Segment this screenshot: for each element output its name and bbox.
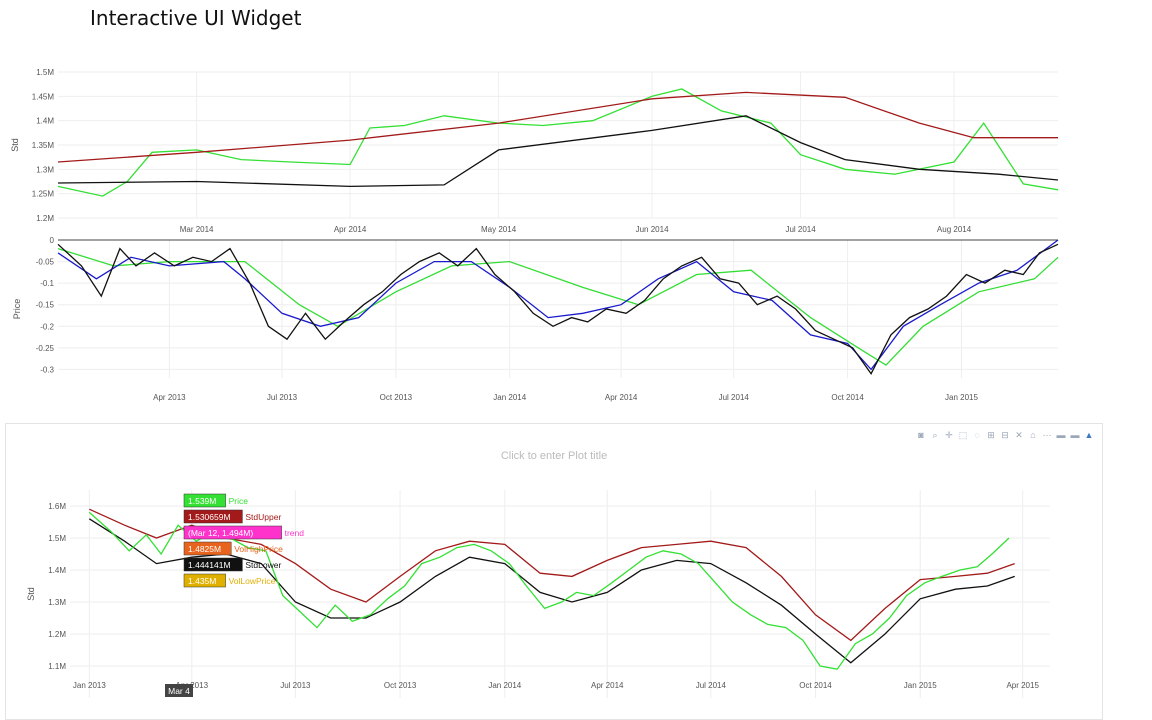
- lasso-icon[interactable]: ◌: [974, 430, 980, 440]
- zoom-icon[interactable]: ⌕: [932, 430, 938, 440]
- x-tick-label: Jul 2014: [719, 393, 750, 402]
- x-tick-label: May 2014: [481, 225, 517, 234]
- x-tick-label: Oct 2014: [831, 393, 864, 402]
- series-line-std_lower[interactable]: [57, 243, 1059, 375]
- y-tick-label: -0.15: [36, 301, 55, 310]
- y-tick-label: -0.3: [40, 365, 54, 374]
- y-axis-label: Std: [10, 138, 20, 152]
- y-tick-label: 1.35M: [32, 141, 55, 150]
- plot-title[interactable]: Click to enter Plot title: [500, 450, 608, 462]
- series-line-ma_slow[interactable]: [57, 247, 1059, 366]
- x-tick-label: Jan 2015: [945, 393, 978, 402]
- x-tick-label: Jun 2014: [636, 225, 669, 234]
- zoom-in-icon[interactable]: ⊞: [987, 430, 995, 440]
- y-tick-label: 1.5M: [36, 68, 54, 77]
- series-line-std_lower[interactable]: [57, 115, 1059, 188]
- series-line-price[interactable]: [57, 88, 1059, 197]
- x-tick-label: Jul 2013: [267, 393, 298, 402]
- x-tick-label: Apr 2014: [605, 393, 638, 402]
- x-tick-label: Oct 2013: [380, 393, 413, 402]
- x-tick-label: Jul 2014: [785, 225, 816, 234]
- y-tick-label: -0.05: [36, 258, 55, 267]
- spike-icon[interactable]: ⋯: [1042, 430, 1052, 440]
- y-tick-label: 0: [50, 236, 55, 245]
- x-tick-label: Aug 2014: [937, 225, 972, 234]
- zoom-out-icon[interactable]: ⊟: [1001, 430, 1009, 440]
- series-line-std_upper[interactable]: [57, 91, 1058, 163]
- series-line-ma_fast[interactable]: [57, 239, 1059, 371]
- autoscale-icon[interactable]: ✕: [1015, 430, 1023, 440]
- plotly-logo-icon[interactable]: ▲: [1084, 430, 1094, 440]
- y-tick-label: 1.25M: [32, 190, 55, 199]
- y-tick-label: -0.25: [36, 344, 55, 353]
- y-tick-label: 1.2M: [36, 214, 54, 223]
- y-axis-label: Price: [12, 299, 22, 320]
- box-select-icon[interactable]: ⬚: [958, 430, 968, 440]
- camera-icon[interactable]: ◙: [918, 430, 924, 440]
- chart-panel-0: 1.2M 1.25M 1.3M 1.35M 1.4M 1.45M 1.5M Mar 2014 A…: [10, 68, 1059, 234]
- page-title: Interactive UI Widget: [90, 6, 302, 30]
- home-icon[interactable]: ⌂: [1030, 430, 1036, 440]
- y-tick-label: -0.2: [40, 322, 54, 331]
- x-tick-label: Apr 2013: [153, 393, 186, 402]
- y-tick-label: 1.45M: [32, 92, 55, 101]
- x-tick-label: Apr 2014: [334, 225, 367, 234]
- x-tick-label: Jan 2014: [493, 393, 526, 402]
- x-tick-label: Mar 2014: [180, 225, 214, 234]
- pan-icon[interactable]: ✛: [945, 430, 953, 440]
- closest-hover-icon[interactable]: ▬: [1070, 430, 1080, 440]
- y-tick-label: 1.3M: [36, 165, 54, 174]
- top-chart[interactable]: 1.2M 1.25M 1.3M 1.35M 1.4M 1.45M 1.5M Mar 2014 A…: [0, 0, 1152, 420]
- chart-panel-1: 0 -0.05 -0.1 -0.15 -0.2 -0.25 -0.3 Apr 2013 Jul …: [12, 236, 1059, 402]
- y-tick-label: 1.4M: [36, 117, 54, 126]
- compare-hover-icon[interactable]: ▬: [1056, 430, 1066, 440]
- plotly-chart-panel: ◙ ⌕ ✛ ⬚ ◌ ⊞ ⊟ ✕ ⌂ ⋯ ▬ ▬ ▲ Click to enter Plot title: [5, 423, 1103, 720]
- modebar: ◙ ⌕ ✛ ⬚ ◌ ⊞ ⊟ ✕ ⌂ ⋯ ▬ ▬ ▲: [916, 430, 1094, 440]
- y-tick-label: -0.1: [40, 279, 54, 288]
